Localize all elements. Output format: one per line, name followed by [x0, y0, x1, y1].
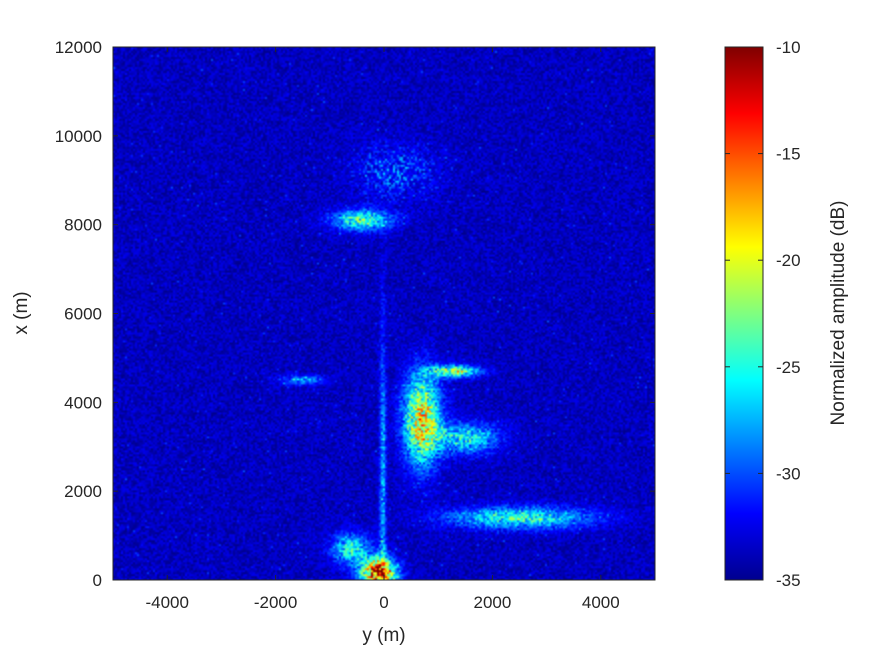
colorbar-ticks: -35 -30 -25 -20 -15 -10 — [725, 38, 801, 590]
colorbar-gradient — [725, 47, 763, 580]
colorbar-tick-label: -35 — [776, 571, 801, 590]
x-tick-label: 0 — [379, 593, 388, 612]
y-axis-label: x (m) — [11, 291, 32, 334]
y-tick-label: 8000 — [64, 216, 102, 235]
y-tick-label: 0 — [93, 571, 102, 590]
plot-area — [112, 46, 656, 581]
y-tick-label: 10000 — [55, 127, 102, 146]
x-tick-label: 2000 — [473, 593, 511, 612]
colorbar-tick-label: -20 — [776, 251, 801, 270]
x-tick-label: 4000 — [582, 593, 620, 612]
colorbar-tick-label: -15 — [776, 145, 801, 164]
y-tick-label: 2000 — [64, 482, 102, 501]
colorbar: -35 -30 -25 -20 -15 -10 Normalized amplitude … — [724, 38, 849, 590]
colorbar-label: Normalized amplitude (dB) — [828, 201, 849, 426]
x-axis-ticks: -4000 -2000 0 2000 4000 — [145, 47, 620, 612]
x-axis-label: y (m) — [362, 625, 405, 646]
x-tick-label: -2000 — [254, 593, 297, 612]
heatmap-image — [113, 47, 655, 580]
y-tick-label: 12000 — [55, 38, 102, 57]
colorbar-frame — [724, 46, 764, 581]
y-axis-ticks: 0 2000 4000 6000 8000 10000 12000 — [55, 38, 655, 590]
colorbar-tick-label: -30 — [776, 464, 801, 483]
x-tick-label: -4000 — [145, 593, 188, 612]
y-tick-label: 4000 — [64, 393, 102, 412]
y-tick-label: 6000 — [64, 305, 102, 324]
colorbar-tick-label: -10 — [776, 38, 801, 57]
colorbar-tick-label: -25 — [776, 358, 801, 377]
